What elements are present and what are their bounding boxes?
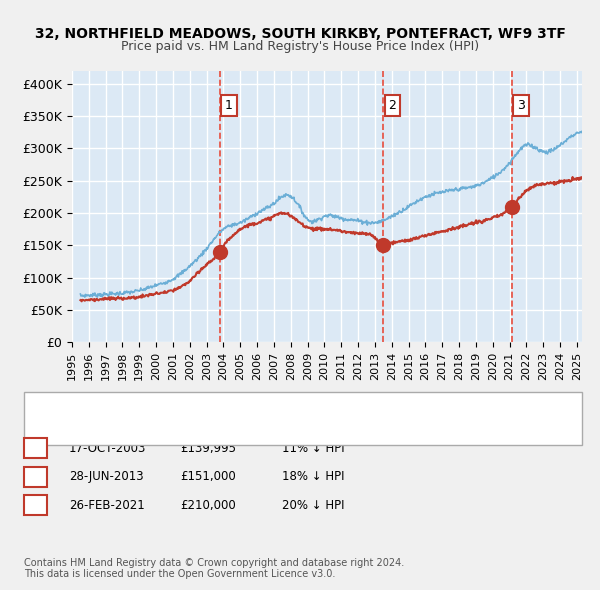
Text: 3: 3	[31, 499, 40, 512]
Text: HPI: Average price, detached house, Wakefield: HPI: Average price, detached house, Wake…	[48, 420, 292, 430]
Text: Contains HM Land Registry data © Crown copyright and database right 2024.
This d: Contains HM Land Registry data © Crown c…	[24, 558, 404, 579]
Text: 20% ↓ HPI: 20% ↓ HPI	[282, 499, 344, 512]
Text: 1: 1	[31, 442, 40, 455]
Text: 28-JUN-2013: 28-JUN-2013	[69, 470, 143, 483]
Text: 32, NORTHFIELD MEADOWS, SOUTH KIRKBY, PONTEFRACT, WF9 3TF: 32, NORTHFIELD MEADOWS, SOUTH KIRKBY, PO…	[35, 27, 565, 41]
Text: 17-OCT-2003: 17-OCT-2003	[69, 442, 146, 455]
Text: 18% ↓ HPI: 18% ↓ HPI	[282, 470, 344, 483]
Text: 1: 1	[225, 99, 233, 112]
Text: 3: 3	[517, 99, 525, 112]
Text: £139,995: £139,995	[180, 442, 236, 455]
Text: Price paid vs. HM Land Registry's House Price Index (HPI): Price paid vs. HM Land Registry's House …	[121, 40, 479, 53]
Text: 26-FEB-2021: 26-FEB-2021	[69, 499, 145, 512]
Text: £210,000: £210,000	[180, 499, 236, 512]
Text: £151,000: £151,000	[180, 470, 236, 483]
Text: 11% ↓ HPI: 11% ↓ HPI	[282, 442, 344, 455]
Text: 2: 2	[31, 470, 40, 483]
Text: 2: 2	[388, 99, 396, 112]
Text: 32, NORTHFIELD MEADOWS, SOUTH KIRKBY, PONTEFRACT, WF9 3TF (detached house): 32, NORTHFIELD MEADOWS, SOUTH KIRKBY, PO…	[48, 402, 496, 412]
